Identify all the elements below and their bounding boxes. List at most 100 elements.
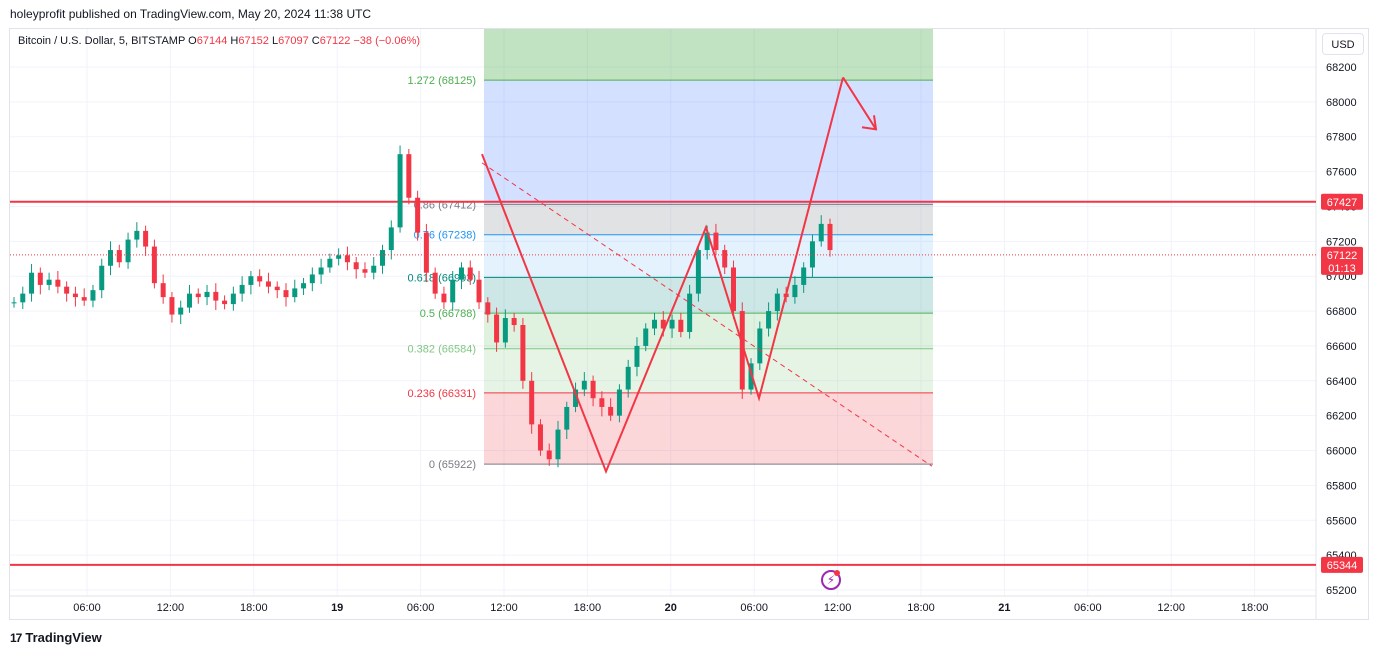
candle-body (195, 293, 201, 298)
x-tick-label: 18:00 (1241, 602, 1269, 614)
candle-body (608, 406, 614, 416)
countdown-label: 01:13 (1328, 263, 1356, 275)
open-label: O (188, 35, 197, 47)
candle-body (766, 311, 772, 329)
candle-body (160, 283, 166, 298)
candle-body (704, 232, 710, 251)
candle-body (283, 290, 289, 298)
candle-body (64, 286, 70, 294)
low-label: L (271, 35, 279, 47)
candle-body (502, 318, 508, 343)
change-value: −38 (−0.06%) (353, 35, 421, 47)
candle-body (643, 328, 649, 346)
candle-body (423, 232, 429, 273)
candle-body (362, 269, 368, 273)
y-tick-label: 66000 (1326, 446, 1357, 458)
lightning-icon[interactable]: ⚡ (821, 570, 841, 590)
y-tick-label: 67600 (1326, 167, 1357, 179)
fib-level-label: 0 (65922) (429, 459, 476, 471)
candle-body (485, 302, 491, 315)
brand-name: TradingView (25, 630, 102, 645)
candle-body (739, 311, 745, 390)
candle-body (432, 272, 438, 294)
currency-button[interactable]: USD (1322, 33, 1364, 55)
candle-body (652, 319, 658, 329)
price-tag-label: 67427 (1327, 197, 1358, 209)
candle-body (353, 262, 359, 270)
candle-body (801, 267, 807, 285)
candle-body (318, 267, 324, 275)
y-tick-label: 67800 (1326, 132, 1357, 144)
candle-body (494, 314, 500, 343)
candle-body (37, 272, 43, 285)
x-tick-label: 12:00 (490, 602, 518, 614)
x-tick-label: 12:00 (157, 602, 185, 614)
candle-body (327, 258, 333, 268)
candle-body (757, 328, 763, 364)
candle-body (55, 279, 61, 287)
candle-body (722, 250, 728, 268)
x-tick-label: 18:00 (907, 602, 935, 614)
x-tick-label: 06:00 (1074, 602, 1102, 614)
fib-level-label: 0.76 (67238) (414, 230, 476, 242)
candle-body (309, 274, 315, 284)
open-value: 67144 (196, 35, 228, 47)
x-tick-label: 06:00 (73, 602, 101, 614)
publish-info: holeyprofit published on TradingView.com… (10, 7, 372, 21)
candle-body (687, 293, 693, 332)
candle-body (344, 255, 350, 263)
tradingview-logo-icon: 17 (10, 630, 22, 645)
candle-body (537, 424, 543, 451)
candle-body (467, 267, 473, 280)
candle-body (415, 197, 421, 233)
x-tick-label: 12:00 (824, 602, 852, 614)
candle-body (573, 389, 579, 407)
candle-body (809, 241, 815, 268)
candle-body (90, 290, 96, 301)
candle-body (134, 230, 140, 240)
candle-body (213, 291, 219, 301)
candle-body (99, 265, 105, 291)
y-tick-label: 68000 (1326, 97, 1357, 109)
candle-body (239, 284, 245, 294)
y-tick-label: 65800 (1326, 480, 1357, 492)
x-tick-label: 18:00 (574, 602, 602, 614)
y-tick-label: 66200 (1326, 411, 1357, 423)
candle-body (660, 319, 666, 329)
candle-body (46, 279, 52, 285)
candle-body (450, 279, 456, 303)
candle-body (458, 267, 464, 280)
candle-body (581, 380, 587, 390)
fib-zone (484, 277, 933, 314)
projection-arrow-head (861, 115, 878, 131)
high-value: 67152 (238, 35, 269, 47)
y-tick-label: 66800 (1326, 306, 1357, 318)
dashed-trendline (481, 162, 933, 467)
projection-arrow-line (842, 76, 877, 130)
candle-body (29, 272, 35, 294)
candle-body (257, 276, 263, 282)
candle-body (108, 250, 114, 266)
candle-body (625, 366, 631, 390)
chart-frame (9, 28, 1369, 620)
candle-body (774, 293, 780, 312)
x-tick-label: 18:00 (240, 602, 268, 614)
x-tick-label: 06:00 (740, 602, 768, 614)
last-price-label: 67122 (1327, 250, 1358, 262)
candle-body (397, 154, 403, 228)
candle-body (616, 389, 622, 416)
candle-body (546, 450, 552, 460)
fib-level-label: 0.382 (66584) (408, 344, 477, 356)
footer-brand[interactable]: 17 TradingView (10, 630, 102, 645)
fib-zone (484, 204, 933, 235)
fib-zone (484, 80, 933, 205)
fib-level-label: 1.272 (68125) (408, 75, 477, 87)
candle-body (678, 319, 684, 332)
x-tick-label: 21 (998, 602, 1010, 614)
candle-body (248, 276, 254, 285)
ohlc-legend: Bitcoin / U.S. Dollar, 5, BITSTAMP O6714… (18, 35, 420, 47)
y-tick-label: 65200 (1326, 585, 1357, 597)
candle-body (151, 246, 157, 284)
y-tick-label: 68200 (1326, 62, 1357, 74)
last-price-tag-bg (1321, 246, 1363, 275)
